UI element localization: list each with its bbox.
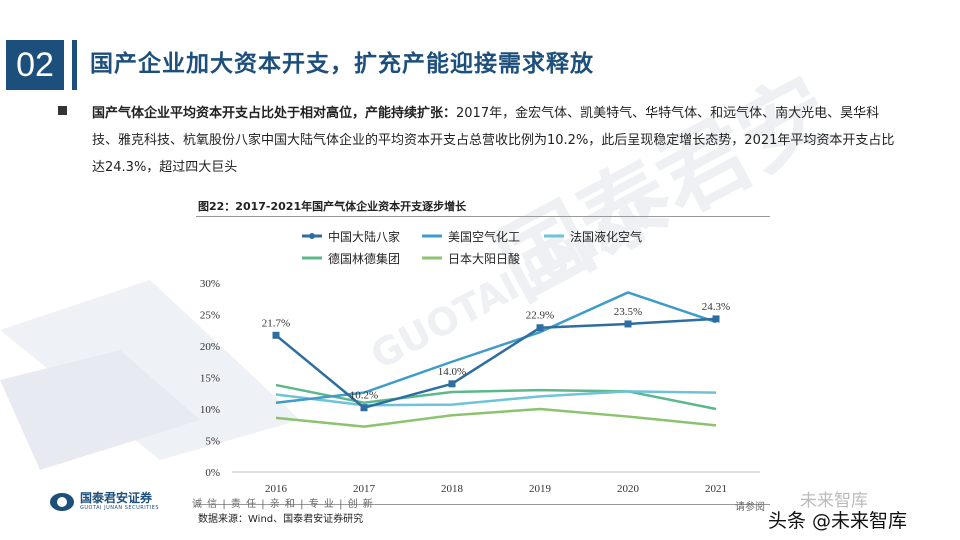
- data-point: [536, 324, 544, 332]
- summary-lead: 国产气体企业平均资本开支占比处于相对高位，产能持续扩张：: [92, 106, 457, 121]
- data-point: [360, 404, 368, 412]
- data-point: [448, 380, 456, 388]
- data-label: 21.7%: [262, 317, 290, 329]
- x-tick-label: 2018: [441, 483, 464, 495]
- series-line: [275, 291, 717, 404]
- watermark-bottom: 头条 @未来智库: [768, 510, 908, 532]
- figure-source: 数据来源：Wind、国泰君安证券研究: [198, 514, 364, 525]
- x-tick-label: 2021: [705, 483, 727, 495]
- summary-body: 2017年，金宏气体、凯美特气、华特气体、和远气体、南大光电、昊华科技、雅克科技…: [92, 106, 895, 175]
- y-tick-label: 10%: [200, 404, 220, 416]
- company-motto: 诚 信 | 责 任 | 亲 和 | 专 业 | 创 新: [192, 499, 374, 510]
- y-tick-label: 20%: [200, 341, 220, 353]
- logo-sub: GUOTAI JUNAN SECURITIES: [80, 505, 160, 511]
- series-line: [275, 383, 717, 411]
- y-tick-label: 0%: [205, 467, 220, 479]
- series-line: [275, 317, 717, 409]
- data-label: 24.3%: [702, 301, 730, 313]
- data-point: [272, 331, 280, 339]
- company-logo: 国泰君安证券 GUOTAI JUNAN SECURITIES: [50, 492, 159, 511]
- legend-marker: [309, 233, 315, 239]
- data-label: 14.0%: [438, 366, 466, 378]
- section-number: 02: [6, 40, 64, 90]
- y-tick-label: 15%: [200, 373, 220, 385]
- legend-label: 日本大阳日酸: [448, 251, 520, 266]
- figure-bottom-rule: [196, 504, 770, 505]
- data-label: 10.2%: [350, 390, 378, 402]
- data-label: 23.5%: [614, 306, 642, 318]
- series-line: [275, 407, 717, 428]
- y-tick-label: 30%: [200, 278, 220, 290]
- y-tick-label: 25%: [200, 310, 220, 322]
- watermark-top: 未来智库: [800, 491, 868, 511]
- data-point: [624, 320, 632, 328]
- x-tick-label: 2016: [265, 483, 288, 495]
- summary-paragraph: 国产气体企业平均资本开支占比处于相对高位，产能持续扩张：2017年，金宏气体、凯…: [92, 100, 902, 181]
- section-divider: [72, 40, 77, 90]
- legend-label: 德国林德集团: [328, 251, 400, 266]
- data-point: [712, 315, 720, 323]
- y-tick-label: 5%: [205, 436, 220, 448]
- legend-label: 中国大陆八家: [328, 229, 400, 244]
- disclaimer-text: 请参阅: [735, 502, 765, 513]
- figure-title: 图22：2017-2021年国产气体企业资本开支逐步增长: [198, 200, 467, 213]
- legend-label: 法国液化空气: [570, 229, 642, 244]
- x-tick-label: 2020: [617, 483, 640, 495]
- bullet-square: [58, 106, 67, 115]
- x-tick-label: 2017: [353, 483, 376, 495]
- page-title: 国产企业加大资本开支，扩充产能迎接需求释放: [90, 51, 594, 77]
- series-line: [275, 390, 717, 407]
- figure-top-rule: [196, 216, 770, 217]
- logo-mark-icon: [50, 492, 74, 511]
- legend-label: 美国空气化工: [448, 229, 520, 244]
- x-tick-label: 2019: [529, 483, 552, 495]
- data-label: 22.9%: [526, 310, 554, 322]
- logo-name: 国泰君安证券: [80, 491, 153, 505]
